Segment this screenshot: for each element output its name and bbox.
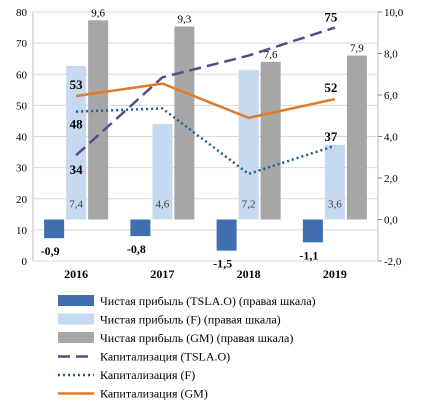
legend-swatch bbox=[58, 332, 94, 343]
y-left-tick-label: 10 bbox=[16, 225, 28, 237]
legend-label: Капитализация (TSLA.O) bbox=[100, 350, 230, 364]
y-left-tick-label: 30 bbox=[16, 163, 28, 175]
bar bbox=[324, 144, 345, 220]
legend: Чистая прибыль (TSLA.O) (правая шкала) Чи… bbox=[58, 294, 316, 401]
bar-data-label: -0,8 bbox=[127, 242, 146, 256]
y-left-tick-label: 20 bbox=[16, 194, 28, 206]
x-tick-label: 2016 bbox=[64, 267, 88, 281]
y-left-tick-label: 60 bbox=[16, 69, 28, 81]
y-left-tick-label: 70 bbox=[16, 38, 28, 50]
bar bbox=[302, 219, 323, 243]
legend-label: Чистая прибыль (TSLA.O) (правая шкала) bbox=[100, 294, 316, 308]
legend-swatch bbox=[58, 295, 94, 306]
line-data-label: 52 bbox=[324, 80, 337, 95]
bar-data-label: 9,3 bbox=[178, 14, 192, 26]
bar bbox=[88, 20, 109, 220]
line-data-label: 48 bbox=[70, 117, 84, 132]
x-tick-label: 2018 bbox=[237, 267, 261, 281]
legend-label: Чистая прибыль (GM) (правая шкала) bbox=[100, 331, 293, 345]
legend-label: Капитализация (F) bbox=[100, 368, 195, 382]
bar-data-label: 4,6 bbox=[156, 199, 170, 211]
legend-label: Капитализация (GM) bbox=[100, 387, 208, 401]
series-line bbox=[76, 107, 336, 176]
gridlines bbox=[32, 11, 379, 262]
series-lines bbox=[75, 26, 336, 176]
bar-data-label: -1,5 bbox=[213, 257, 232, 271]
bar bbox=[44, 219, 65, 239]
axes: 0 10 20 30 40 50 60 70 80 -2,0 0,0 2,0 4,0 6,0 8,0 10,0… bbox=[16, 7, 404, 281]
bar-data-label: 7,9 bbox=[350, 43, 364, 55]
line-data-label: 75 bbox=[324, 10, 338, 25]
bar-data-label: 7,6 bbox=[264, 49, 278, 61]
legend-label: Чистая прибыль (F) (правая шкала) bbox=[100, 313, 281, 327]
bar bbox=[238, 70, 259, 220]
line-data-label: 37 bbox=[324, 129, 338, 144]
bar bbox=[152, 124, 173, 220]
bar-data-label: -1,1 bbox=[299, 248, 318, 262]
bar bbox=[174, 26, 195, 220]
bar-data-label: -0,9 bbox=[41, 244, 60, 258]
data-labels: -0,9 -0,8 -1,5 -1,1 7,4 4,6 7,2 3,6 9,6 9,3 7,6 7,9… bbox=[41, 7, 365, 270]
y-right-tick-label: 0,0 bbox=[384, 215, 398, 227]
bar bbox=[260, 61, 281, 220]
series-line bbox=[75, 82, 336, 120]
x-tick-label: 2019 bbox=[323, 267, 347, 281]
y-right-tick-label: 10,0 bbox=[384, 7, 404, 19]
x-tick-label: 2017 bbox=[150, 267, 174, 281]
bars bbox=[44, 20, 367, 251]
bar-data-label: 7,2 bbox=[242, 199, 256, 211]
bar bbox=[346, 55, 367, 220]
bar bbox=[216, 219, 237, 251]
y-left-tick-label: 50 bbox=[16, 100, 28, 112]
y-left-tick-label: 40 bbox=[16, 132, 28, 144]
line-data-label: 34 bbox=[70, 162, 84, 177]
series-line bbox=[75, 26, 336, 157]
legend-swatch bbox=[58, 313, 94, 325]
bar-data-label: 9,6 bbox=[91, 7, 105, 19]
bar bbox=[66, 65, 87, 220]
y-right-tick-label: 8,0 bbox=[384, 49, 398, 61]
y-right-tick-label: -2,0 bbox=[384, 256, 402, 268]
bar bbox=[130, 219, 151, 237]
y-left-tick-label: 0 bbox=[22, 256, 28, 268]
bar-data-label: 7,4 bbox=[69, 199, 83, 211]
y-right-tick-label: 6,0 bbox=[384, 90, 398, 102]
line-data-label: 53 bbox=[70, 77, 84, 92]
y-left-tick-label: 80 bbox=[16, 7, 28, 19]
bar-data-label: 3,6 bbox=[328, 199, 342, 211]
y-right-tick-label: 2,0 bbox=[384, 173, 398, 185]
y-right-tick-label: 4,0 bbox=[384, 132, 398, 144]
